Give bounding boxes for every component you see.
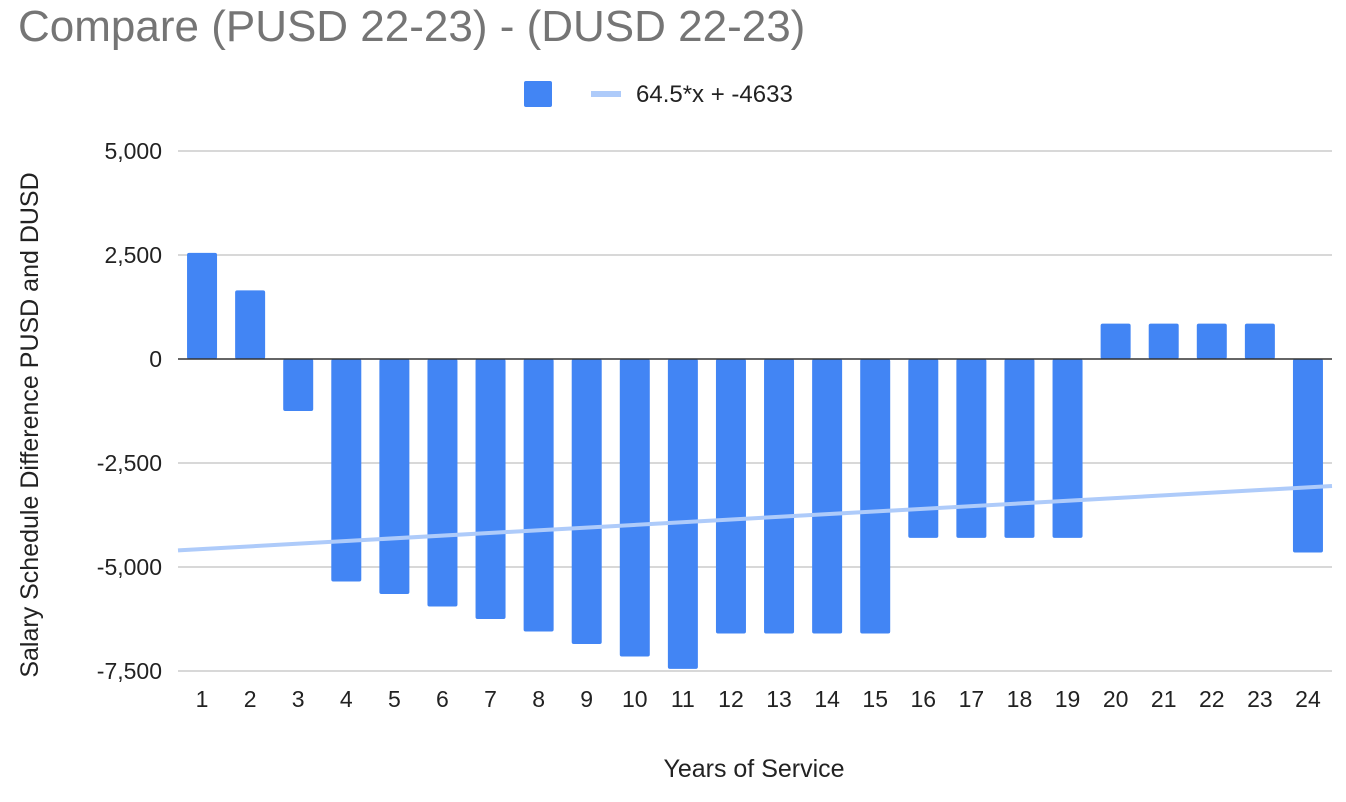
bar	[427, 359, 458, 607]
x-tick-label: 8	[532, 686, 545, 712]
x-tick-label: 2	[244, 686, 257, 712]
x-tick-label: 6	[436, 686, 449, 712]
bar	[1148, 323, 1179, 359]
y-tick-label: -7,500	[97, 658, 162, 684]
bar	[908, 359, 939, 538]
bar	[571, 359, 602, 644]
chart-title: Compare (PUSD 22-23) - (DUSD 22-23)	[18, 2, 806, 51]
bar	[331, 359, 362, 582]
x-tick-label: 23	[1247, 686, 1273, 712]
bar	[715, 359, 746, 634]
x-axis-title: Years of Service	[663, 755, 844, 783]
x-tick-label: 21	[1151, 686, 1177, 712]
x-tick-label: 16	[910, 686, 936, 712]
y-tick-label: -5,000	[97, 554, 162, 580]
gridlines	[178, 150, 1332, 672]
bar	[1196, 323, 1227, 359]
bar	[235, 290, 266, 359]
bar	[523, 359, 554, 632]
bar	[619, 359, 650, 657]
bar	[667, 359, 698, 669]
x-tick-label: 7	[484, 686, 497, 712]
bar-series	[187, 252, 1323, 669]
bar	[1244, 323, 1275, 359]
bar	[764, 359, 795, 634]
legend: 64.5*x + -4633	[524, 81, 793, 108]
bar	[1052, 359, 1083, 538]
trendline	[177, 483, 1333, 553]
x-tick-label: 9	[580, 686, 593, 712]
x-tick-label: 19	[1055, 686, 1081, 712]
x-tick-label: 11	[671, 686, 695, 712]
x-tick-label: 3	[292, 686, 305, 712]
x-tick-label: 15	[862, 686, 888, 712]
x-tick-label: 17	[959, 686, 985, 712]
bar	[956, 359, 987, 538]
x-tick-label: 10	[622, 686, 648, 712]
bar	[475, 359, 506, 619]
y-tick-label: 2,500	[104, 242, 162, 268]
bar	[283, 359, 314, 411]
legend-trendline-label: 64.5*x + -4633	[636, 81, 793, 108]
y-axis-ticks: 5,000 2,500 0 -2,500 -5,000 -7,500	[97, 138, 162, 684]
bar	[379, 359, 410, 595]
x-tick-label: 5	[388, 686, 401, 712]
x-tick-label: 20	[1103, 686, 1129, 712]
x-tick-label: 1	[196, 686, 209, 712]
x-tick-label: 4	[340, 686, 353, 712]
x-axis-ticks: 1 2 3 4 5 6 7 8 9 10 11 12 13 14 15 16 17 18 19 20 21 22 23 24	[196, 686, 1321, 712]
y-axis-title: Salary Schedule Difference PUSD and DUSD	[16, 172, 44, 677]
y-tick-label: 5,000	[104, 138, 162, 164]
x-tick-label: 22	[1199, 686, 1225, 712]
bar	[812, 359, 843, 634]
y-tick-label: -2,500	[97, 450, 162, 476]
x-tick-label: 12	[718, 686, 744, 712]
bar	[187, 252, 218, 359]
bar	[1004, 359, 1035, 538]
x-tick-label: 13	[766, 686, 792, 712]
legend-bar-swatch	[524, 81, 552, 107]
bar	[1100, 323, 1131, 359]
x-tick-label: 14	[814, 686, 840, 712]
x-tick-label: 24	[1295, 686, 1321, 712]
x-tick-label: 18	[1007, 686, 1033, 712]
y-tick-label: 0	[149, 346, 162, 372]
bar	[860, 359, 891, 634]
bar	[1292, 359, 1323, 553]
